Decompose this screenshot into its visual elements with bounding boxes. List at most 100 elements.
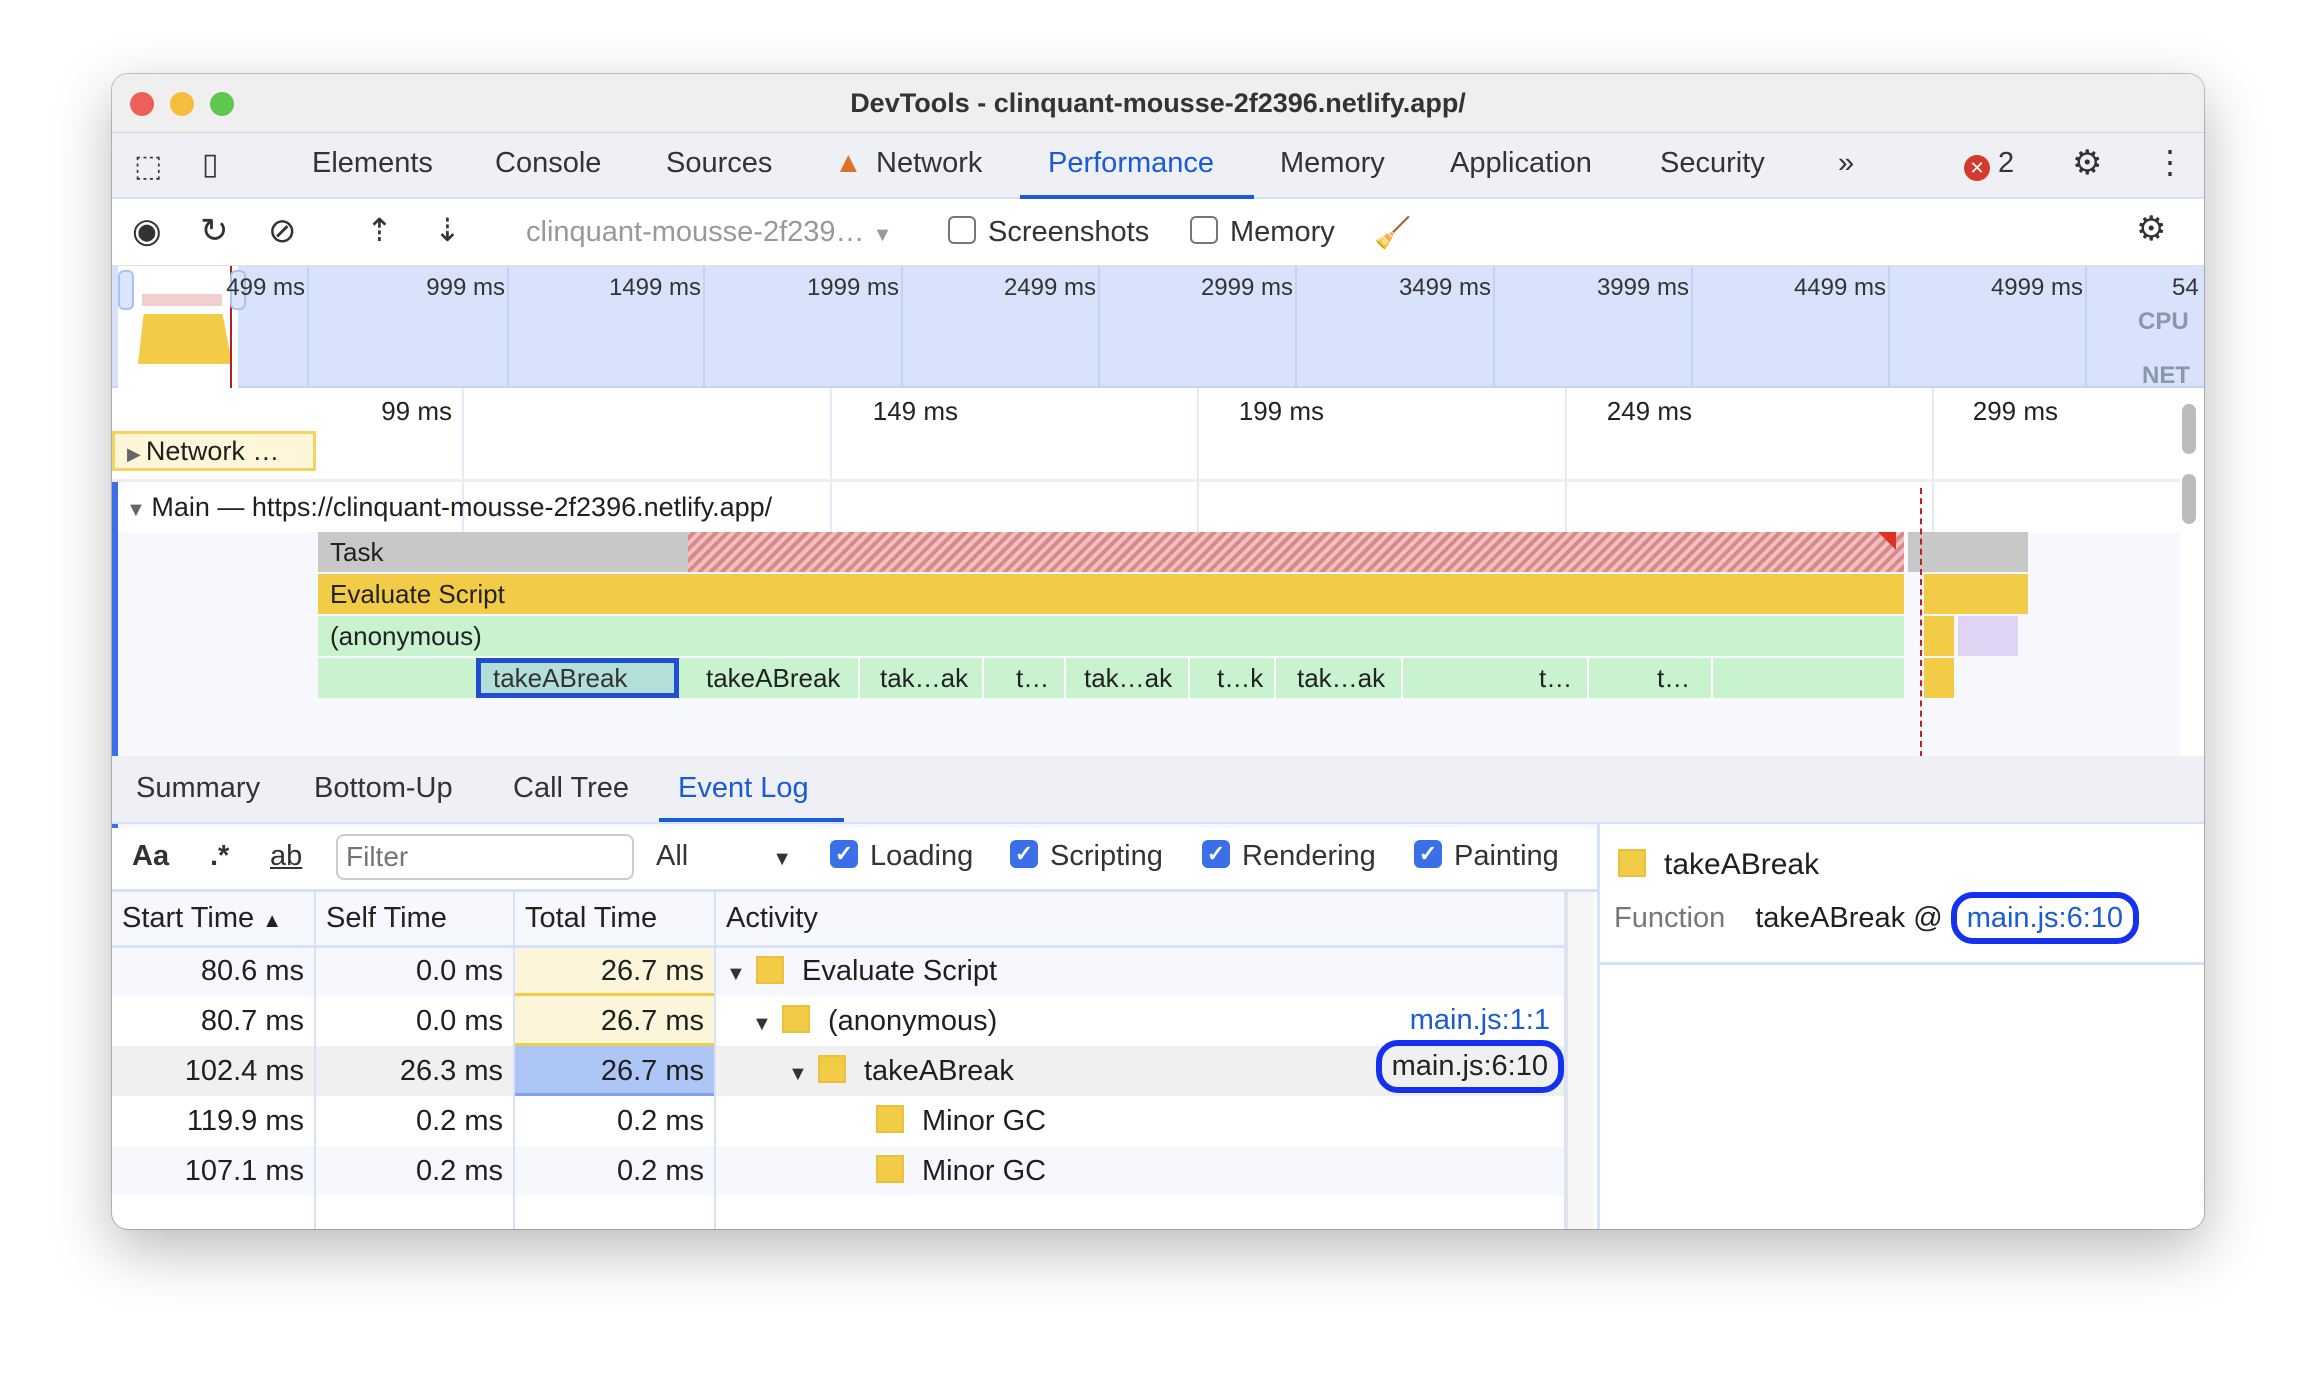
download-profile-icon[interactable]: ⇣ (434, 212, 461, 248)
takeabreak-call[interactable]: tak…ak (1285, 658, 1403, 698)
anonymous-bar[interactable]: (anonymous) (318, 616, 1904, 656)
painting-checkbox[interactable]: ✓ Painting (1414, 840, 1559, 873)
self-time: 0.0 ms (315, 996, 515, 1046)
tab-bottom-up[interactable]: Bottom-Up (314, 772, 453, 804)
table-row[interactable]: 119.9 ms 0.2 ms 0.2 ms Minor GC (112, 1096, 1566, 1146)
tab-console[interactable]: Console (495, 147, 602, 179)
evaluate-script-bar[interactable] (1924, 574, 2028, 614)
evaluate-script-bar[interactable]: Evaluate Script (318, 574, 1904, 614)
column-start-time[interactable]: Start Time ▲ (112, 892, 316, 948)
record-icon[interactable]: ◉ (132, 212, 162, 250)
takeabreak-call[interactable]: tak…ak (868, 658, 984, 698)
table-row-selected[interactable]: 102.4 ms 26.3 ms 26.7 ms ▼ takeABreak main… (112, 1040, 1566, 1096)
recording-select[interactable]: clinquant-mousse-2f239… ▼ (526, 216, 892, 249)
overview-tick: 1499 ms (608, 274, 701, 301)
close-window-button[interactable] (130, 92, 154, 116)
takeabreak-call[interactable]: t…k (1205, 658, 1276, 698)
timeline-overview[interactable]: 499 ms 999 ms 1499 ms 1999 ms 2499 ms 29… (112, 266, 2204, 389)
upload-profile-icon[interactable]: ⇡ (366, 212, 393, 248)
table-row[interactable]: 80.7 ms 0.0 ms 26.7 ms ▼ (anonymous) main.… (112, 996, 1566, 1046)
loading-checkbox[interactable]: ✓ Loading (830, 840, 973, 873)
main-tab-bar: ⬚ ▯ Elements Console Sources ▲ Network P… (112, 133, 2204, 199)
column-activity[interactable]: Activity (715, 892, 1566, 948)
tab-call-tree[interactable]: Call Tree (513, 772, 630, 804)
more-options-icon[interactable]: ⋮ (2154, 144, 2186, 180)
checkbox-checked-icon[interactable]: ✓ (1202, 840, 1230, 869)
tab-performance[interactable]: Performance (1048, 147, 1215, 179)
takeabreak-call[interactable]: t… (1004, 658, 1066, 698)
zoom-window-button[interactable] (210, 92, 234, 116)
expand-arrow-icon[interactable]: ▼ (788, 1062, 808, 1085)
takeabreak-call[interactable]: tak…ak (1072, 658, 1190, 698)
main-track-header[interactable]: ▼ Main — https://clinquant-mousse-2f2396… (126, 492, 772, 523)
source-link-highlighted[interactable]: main.js:6:10 (1375, 1040, 1564, 1093)
timeline-ruler: 99 ms 149 ms 199 ms 249 ms 299 ms (112, 388, 2204, 431)
rendering-checkbox[interactable]: ✓ Rendering (1202, 840, 1376, 873)
duration-select[interactable]: All ▼ (656, 840, 792, 873)
memory-checkbox[interactable]: Memory (1190, 216, 1335, 249)
scripting-checkbox[interactable]: ✓ Scripting (1010, 840, 1163, 873)
tab-elements[interactable]: Elements (312, 147, 433, 179)
tab-event-log[interactable]: Event Log (678, 772, 809, 804)
settings-gear-icon[interactable]: ⚙ (2072, 144, 2103, 182)
sort-ascending-icon: ▲ (262, 909, 283, 932)
tab-application[interactable]: Application (1450, 147, 1592, 179)
track-scrollbar[interactable] (2182, 404, 2196, 454)
capture-settings-gear-icon[interactable]: ⚙ (2136, 210, 2167, 248)
left-range-handle[interactable] (118, 270, 134, 310)
column-self-time[interactable]: Self Time (315, 892, 515, 948)
regex-button[interactable]: .* (210, 840, 230, 872)
table-row[interactable]: 107.1 ms 0.2 ms 0.2 ms Minor GC (112, 1146, 1566, 1196)
task-label[interactable]: Task (318, 532, 688, 572)
tab-memory[interactable]: Memory (1280, 147, 1385, 179)
flame-scrollbar[interactable] (2182, 474, 2196, 524)
net-label: NET (2142, 362, 2190, 389)
error-icon[interactable]: ✕ (1964, 155, 1990, 181)
inspect-element-icon[interactable]: ⬚ (134, 150, 163, 183)
minimize-window-button[interactable] (170, 92, 194, 116)
network-track-header[interactable]: ▶ Network … (112, 431, 316, 471)
clear-icon[interactable]: ⊘ (268, 212, 297, 250)
checkbox-checked-icon[interactable]: ✓ (1010, 840, 1038, 869)
task-bar[interactable] (1908, 532, 2028, 572)
source-link[interactable]: main.js:1:1 (1409, 1004, 1550, 1036)
tab-network[interactable]: Network (876, 147, 983, 179)
scripting-color-swatch (756, 955, 784, 984)
tab-sources[interactable]: Sources (666, 147, 773, 179)
expand-arrow-icon[interactable]: ▼ (726, 963, 746, 986)
whole-word-button[interactable]: ab (270, 840, 303, 872)
table-row[interactable]: 80.6 ms 0.0 ms 26.7 ms ▼ Evaluate Script (112, 946, 1566, 996)
ruler-tick: 199 ms (1238, 396, 1324, 426)
start-time: 107.1 ms (112, 1146, 316, 1196)
checkbox-checked-icon[interactable]: ✓ (830, 840, 858, 869)
tab-security[interactable]: Security (1660, 147, 1765, 179)
screenshots-checkbox[interactable]: Screenshots (948, 216, 1149, 249)
column-total-time[interactable]: Total Time (514, 892, 716, 948)
expand-arrow-icon[interactable]: ▶ (127, 444, 146, 464)
checkbox-icon[interactable] (1190, 216, 1218, 245)
overview-tick: 4499 ms (1793, 274, 1886, 301)
checkbox-icon[interactable] (948, 216, 976, 245)
takeabreak-call[interactable]: takeABreak (694, 658, 860, 698)
collapse-arrow-icon[interactable]: ▼ (126, 499, 152, 521)
table-scrollbar[interactable] (1566, 892, 1594, 1229)
takeabreak-call[interactable]: t… (1645, 658, 1713, 698)
right-range-handle[interactable] (230, 270, 246, 310)
takeabreak-call[interactable]: t… (1527, 658, 1589, 698)
garbage-collect-broom-icon[interactable]: 🧹 (1374, 217, 1412, 250)
tab-summary[interactable]: Summary (136, 772, 261, 804)
checkbox-checked-icon[interactable]: ✓ (1414, 840, 1442, 869)
reload-record-icon[interactable]: ↻ (200, 212, 229, 250)
filter-input[interactable] (336, 834, 634, 880)
function-source-link[interactable]: main.js:6:10 (1950, 892, 2140, 944)
scripting-color-swatch (818, 1054, 846, 1083)
expand-arrow-icon[interactable]: ▼ (752, 1012, 772, 1035)
takeabreak-call-selected[interactable]: takeABreak (476, 658, 679, 698)
scripting-color-swatch (876, 1154, 904, 1183)
device-toolbar-icon[interactable]: ▯ (202, 148, 219, 181)
recording-select-value: clinquant-mousse-2f239… (526, 216, 865, 248)
ruler-tick: 99 ms (381, 396, 452, 426)
match-case-button[interactable]: Aa (132, 840, 170, 872)
more-tabs-icon[interactable]: » (1838, 147, 1855, 179)
error-count[interactable]: 2 (1998, 147, 2015, 179)
